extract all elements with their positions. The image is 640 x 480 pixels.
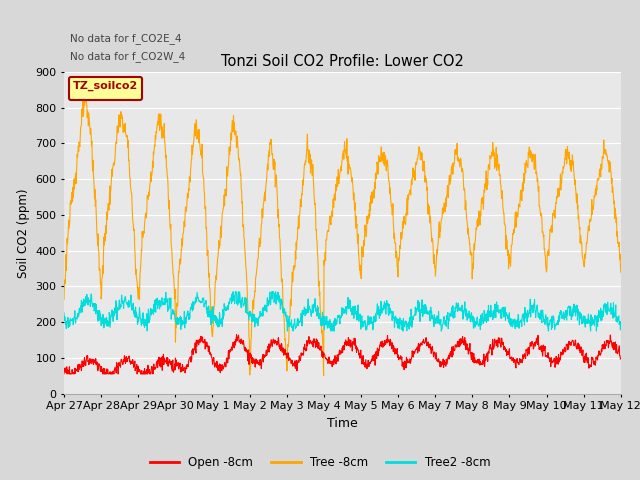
Text: No data for f_CO2W_4: No data for f_CO2W_4 bbox=[70, 51, 185, 62]
Title: Tonzi Soil CO2 Profile: Lower CO2: Tonzi Soil CO2 Profile: Lower CO2 bbox=[221, 54, 464, 70]
Text: No data for f_CO2E_4: No data for f_CO2E_4 bbox=[70, 34, 181, 44]
Legend:  bbox=[69, 77, 142, 100]
Y-axis label: Soil CO2 (ppm): Soil CO2 (ppm) bbox=[17, 188, 29, 277]
X-axis label: Time: Time bbox=[327, 417, 358, 430]
Legend: Open -8cm, Tree -8cm, Tree2 -8cm: Open -8cm, Tree -8cm, Tree2 -8cm bbox=[145, 452, 495, 474]
